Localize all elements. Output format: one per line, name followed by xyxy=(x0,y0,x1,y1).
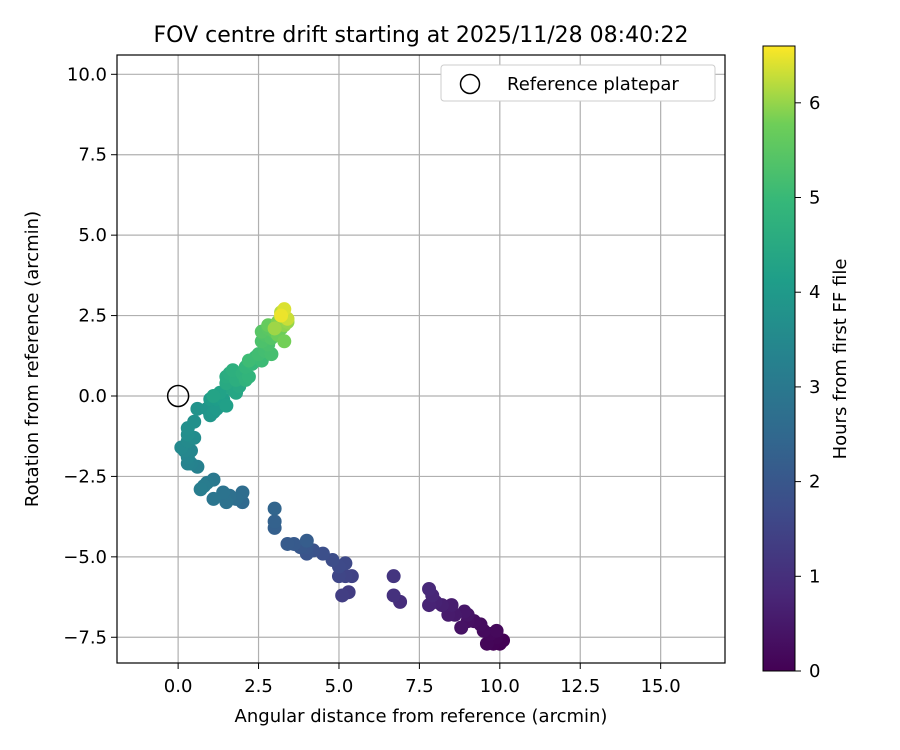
y-tick-label: 0.0 xyxy=(78,386,107,407)
x-tick-label: 15.0 xyxy=(641,676,681,697)
scatter-point xyxy=(193,482,208,497)
y-axis-label: Rotation from reference (arcmin) xyxy=(22,211,43,507)
scatter-point xyxy=(454,620,469,635)
scatter-point xyxy=(386,588,401,603)
scatter-point xyxy=(489,623,504,638)
y-tick-label: 5.0 xyxy=(78,225,107,246)
colorbar-tick-label: 1 xyxy=(809,566,820,587)
reference-marker xyxy=(166,384,190,408)
y-tick-label: 7.5 xyxy=(78,145,107,166)
x-tick-label: 12.5 xyxy=(560,676,600,697)
y-tick-label: 2.5 xyxy=(78,306,107,327)
colorbar: 0 1 2 3 4 5 6 Hours from first FF file xyxy=(762,45,851,682)
y-tick-label: −2.5 xyxy=(63,466,107,487)
x-tick-label: 5.0 xyxy=(325,676,354,697)
x-tick-label: 10.0 xyxy=(480,676,520,697)
scatter-point xyxy=(274,308,289,323)
x-tick-label: 7.5 xyxy=(405,676,434,697)
scatter-point xyxy=(267,514,282,529)
y-tick-label: 10.0 xyxy=(67,64,107,85)
x-tick-label: 0.0 xyxy=(164,676,193,697)
colorbar-tick-label: 0 xyxy=(809,661,820,682)
colorbar-tick-label: 2 xyxy=(809,472,820,493)
scatter-point xyxy=(422,582,437,597)
x-axis-label: Angular distance from reference (arcmin) xyxy=(235,706,608,727)
y-tick-label: −5.0 xyxy=(63,547,107,568)
scatter-point xyxy=(267,501,282,516)
scatter-point xyxy=(206,491,221,506)
legend: Reference platepar xyxy=(440,64,716,102)
data-points xyxy=(174,302,511,651)
y-axis: −7.5 −5.0 −2.5 0.0 2.5 5.0 7.5 10.0 xyxy=(63,64,117,648)
scatter-point xyxy=(187,414,202,429)
scatter-point xyxy=(219,398,234,413)
colorbar-tick-label: 4 xyxy=(809,282,820,303)
scatter-point xyxy=(299,533,314,548)
y-tick-label: −7.5 xyxy=(63,627,107,648)
scatter-point xyxy=(386,569,401,584)
legend-label: Reference platepar xyxy=(507,74,679,95)
colorbar-ticks: 0 1 2 3 4 5 6 xyxy=(795,93,820,682)
colorbar-label: Hours from first FF file xyxy=(830,259,851,460)
x-tick-label: 2.5 xyxy=(244,676,273,697)
scatter-point xyxy=(190,401,205,416)
chart-title: FOV centre drift starting at 2025/11/28 … xyxy=(154,23,689,48)
colorbar-tick-label: 6 xyxy=(809,93,820,114)
scatter-point xyxy=(444,598,459,613)
colorbar-tick-label: 3 xyxy=(809,377,820,398)
scatter-point xyxy=(206,388,221,403)
x-axis: 0.0 2.5 5.0 7.5 10.0 12.5 15.0 xyxy=(164,663,681,697)
scatter-point xyxy=(331,569,346,584)
colorbar-tick-label: 5 xyxy=(809,188,820,209)
plot-frame xyxy=(116,54,726,664)
legend-marker-icon xyxy=(459,73,481,95)
scatter-point xyxy=(267,321,282,336)
grid-lines xyxy=(117,55,725,663)
scatter-point xyxy=(280,536,295,551)
colorbar-gradient xyxy=(762,45,796,672)
legend-box xyxy=(440,64,716,102)
scatter-point xyxy=(277,334,292,349)
scatter-point xyxy=(335,588,350,603)
reference-point xyxy=(166,384,190,408)
